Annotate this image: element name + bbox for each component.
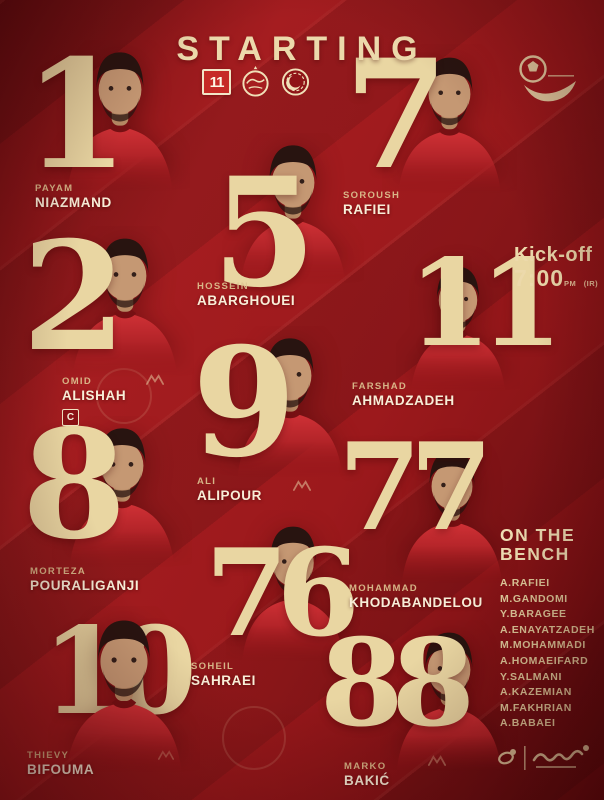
player-last-name: BIFOUMA (27, 762, 95, 777)
sponsor-calligraphy-logo-icon (498, 745, 589, 770)
shirt-number: 88 (320, 613, 475, 754)
bench-player: A.BABAEI (500, 717, 556, 730)
bench-player: A.HOMAEIFARD (500, 654, 589, 667)
kickoff-time: 7:00PM (IR) (514, 265, 598, 292)
bench-title-line1: ON THE (500, 525, 576, 545)
team-crest-icon (242, 66, 269, 97)
formation-badge: 11 (202, 69, 231, 95)
player-last-name: AHMADZADEH (352, 393, 455, 408)
shirt-number: 11 (408, 233, 563, 374)
bench-player: Y.BARAGEE (500, 608, 567, 621)
player-photo (48, 606, 200, 774)
shirt-number: 5 (212, 145, 317, 321)
bench-player: A.RAFIEI (500, 577, 550, 589)
player-last-name: RAFIEI (343, 202, 391, 217)
player-first-name: THIEVY (27, 750, 70, 761)
bench-title: ON THE BENCH (500, 526, 595, 564)
player-last-name: ALIPOUR (197, 488, 262, 503)
bench-player: Y.SALMANI (500, 670, 562, 683)
shirt-number: 77 (338, 417, 493, 558)
kickoff-time-value: 7:00 (514, 265, 565, 291)
player-label: MARKO BAKIĆ (344, 761, 390, 788)
player-label: ALI ALIPOUR (197, 476, 262, 503)
player-last-name: KHODABANDELOU (349, 595, 483, 610)
player-last-name: SAHRAEI (191, 673, 256, 688)
bench-list: A.RAFIEI M.GANDOMI Y.BARAGEE A.ENAYATZAD… (500, 576, 595, 732)
bench-player: M.GANDOMI (500, 592, 568, 605)
opponent-crest-icon (281, 68, 310, 96)
player-label: MOHAMMAD KHODABANDELOU (349, 583, 483, 610)
player-first-name: MOHAMMAD (349, 583, 418, 594)
captain-badge: C (62, 409, 79, 426)
crest-watermark (222, 706, 286, 770)
player-last-name: ALISHAH (62, 388, 127, 403)
shirt-number: 76 (205, 523, 360, 664)
bench-player: M.FAKHRIAN (500, 701, 572, 714)
kickoff-label: Kick-off (514, 244, 593, 266)
player-first-name: SOHEIL (191, 661, 235, 672)
player-last-name: ABARGHOUEI (197, 293, 296, 308)
bench-title-line2: BENCH (500, 544, 570, 564)
player-first-name: ALI (197, 476, 217, 487)
player-label: SOROUSH RAFIEI (343, 190, 400, 217)
player-label: HOSSEIN ABARGHOUEI (197, 281, 295, 308)
player-label: THIEVY BIFOUMA (27, 750, 94, 777)
kickoff-zone: (IR) (583, 279, 599, 288)
player-first-name: SOROUSH (343, 190, 401, 201)
player-last-name: POURALIGANJI (30, 578, 140, 593)
bench-block: ON THE BENCH A.RAFIEI M.GANDOMI Y.BARAGE… (500, 526, 595, 732)
player-first-name: FARSHAD (352, 381, 408, 392)
player-first-name: PAYAM (35, 183, 74, 194)
kickoff-block: Kick-off 7:00PM (IR) (514, 244, 598, 292)
bench-player: A.ENAYATZADEH (500, 623, 595, 636)
poster-title: STARTING (176, 30, 428, 68)
player-label: OMID ALISHAH C (62, 376, 126, 426)
player-last-name: NIAZMAND (35, 195, 112, 210)
player-first-name: OMID (62, 376, 93, 387)
kickoff-meridiem: PM (564, 279, 577, 288)
player-first-name: MARKO (344, 761, 387, 772)
bench-player: M.MOHAMMADI (500, 639, 586, 652)
football-crescent-media-logo-icon (519, 55, 576, 102)
shirt-number: 2 (22, 209, 127, 385)
player-label: FARSHAD AHMADZADEH (352, 381, 455, 408)
header-badges: 11 (202, 66, 311, 98)
player-first-name: HOSSEIN (197, 281, 249, 292)
player-last-name: BAKIĆ (344, 773, 390, 788)
shirt-number: 8 (22, 397, 127, 573)
shirt-number: 7 (344, 27, 449, 203)
player-label: SOHEIL SAHRAEI (191, 661, 256, 688)
player-first-name: MORTEZA (30, 566, 87, 577)
shirt-number: 1 (24, 27, 129, 203)
player-label: MORTEZA POURALIGANJI (30, 566, 139, 593)
bench-player: A.KAZEMIAN (500, 686, 572, 699)
shirt-number: 9 (192, 315, 297, 491)
player-label: PAYAM NIAZMAND (35, 183, 112, 210)
